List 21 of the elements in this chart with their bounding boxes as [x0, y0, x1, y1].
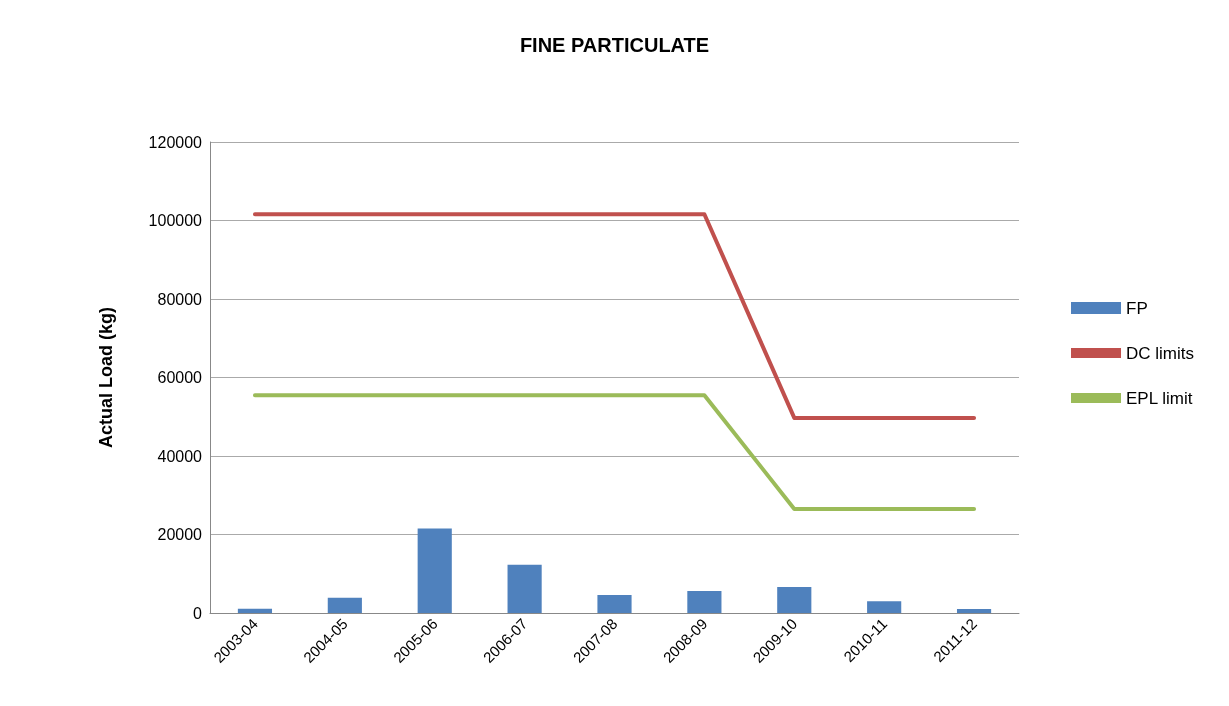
y-tick-label: 0: [193, 604, 203, 622]
chart-title: FINE PARTICULATE: [519, 34, 710, 56]
bar: [956, 609, 992, 613]
y-tick-label: 20000: [157, 526, 203, 543]
y-tick-label: 60000: [157, 369, 203, 386]
bar: [867, 601, 902, 613]
legend-label: EPL limit: [1126, 388, 1193, 408]
y-tick-label: 100000: [148, 212, 203, 229]
y-axis-title: Actual Load (kg): [96, 306, 116, 449]
legend-label: FP: [1126, 298, 1148, 318]
y-tick-label: 40000: [157, 447, 203, 465]
bar: [597, 594, 632, 613]
bar: [327, 597, 362, 613]
bar: [777, 587, 812, 613]
y-tick-label: 80000: [157, 290, 203, 308]
y-tick-label: 120000: [148, 133, 203, 151]
bar: [507, 564, 542, 613]
bar: [417, 528, 452, 613]
bar: [687, 591, 722, 613]
legend-label: DC limits: [1126, 343, 1195, 363]
bar: [237, 608, 273, 613]
